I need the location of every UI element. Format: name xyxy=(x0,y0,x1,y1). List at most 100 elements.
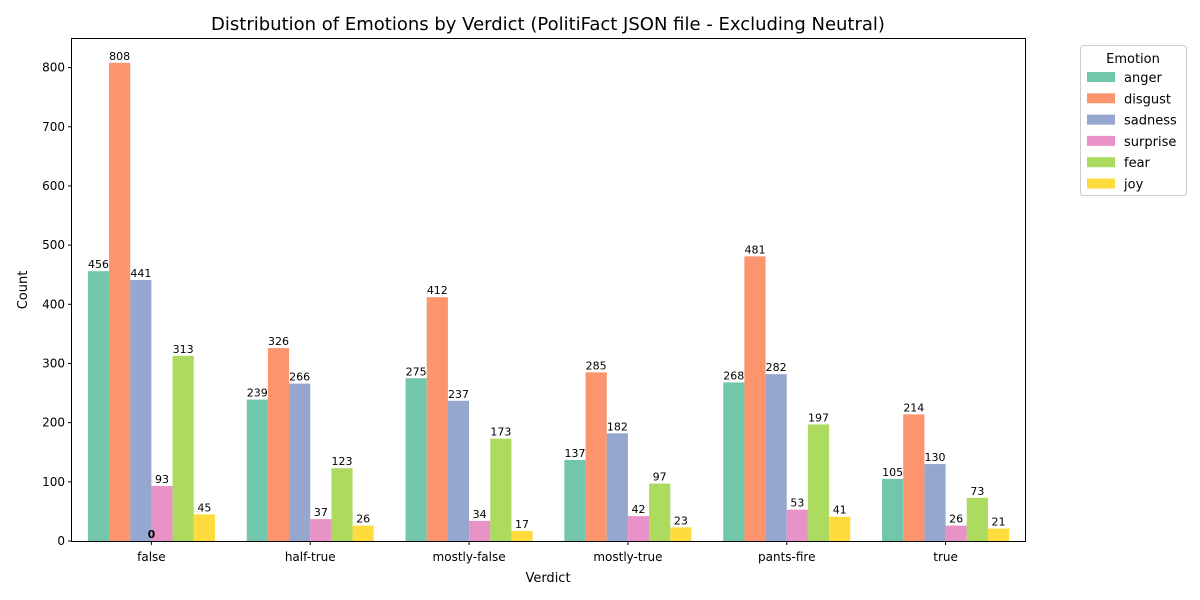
bar-sadness-pants-fire xyxy=(765,374,787,541)
data-label-fear-pants-fire: 197 xyxy=(808,411,829,424)
bar-fear-half-true xyxy=(331,468,353,541)
x-tick-label: pants-fire xyxy=(758,550,815,564)
data-label-joy-pants-fire: 41 xyxy=(833,504,847,517)
data-label-anger-pants-fire: 268 xyxy=(723,369,744,382)
data-label-sadness-mostly-false: 237 xyxy=(448,388,469,401)
data-label-fear-half-true: 123 xyxy=(332,455,353,468)
bar-anger-half-true xyxy=(246,399,268,541)
plot-area: 456 239 275 137 268 105 808 326 412 285 481 214 441 2… xyxy=(87,50,1010,541)
bar-surprise-mostly-false xyxy=(469,520,491,541)
bar-fear-pants-fire xyxy=(807,424,830,541)
bar-anger-false xyxy=(87,271,110,541)
data-label-anger-mostly-false: 275 xyxy=(406,365,427,378)
legend-swatch-sadness xyxy=(1087,114,1115,125)
y-tick-label: 300 xyxy=(42,356,65,370)
legend-title: Emotion xyxy=(1106,52,1160,67)
legend-swatch-joy xyxy=(1087,178,1115,189)
data-label-anger-false: 456 xyxy=(88,258,109,271)
data-label-surprise-mostly-true: 42 xyxy=(632,503,646,516)
data-label-surprise-false: 93 xyxy=(155,473,169,486)
bar-fear-true xyxy=(966,497,988,541)
data-label-fear-false: 313 xyxy=(173,343,194,356)
bar-sadness-true xyxy=(924,464,946,541)
legend-label-fear: fear xyxy=(1124,156,1151,171)
data-label-surprise-pants-fire: 53 xyxy=(790,497,804,510)
bar-fear-mostly-false xyxy=(490,438,512,541)
bar-joy-half-true xyxy=(352,525,374,541)
bar-fear-mostly-true xyxy=(649,483,671,541)
y-axis-label: Count xyxy=(16,271,31,310)
bar-joy-mostly-false xyxy=(511,530,533,541)
x-tick-label: true xyxy=(933,550,958,564)
data-label-joy-half-true: 26 xyxy=(356,513,370,526)
bar-sadness-mostly-false xyxy=(447,400,470,541)
y-tick-label: 700 xyxy=(42,120,65,134)
y-tick-label: 100 xyxy=(42,475,65,489)
bar-joy-true xyxy=(987,528,1010,541)
legend-swatch-fear xyxy=(1087,157,1115,168)
bar-anger-true xyxy=(882,478,904,541)
data-label-disgust-mostly-false: 412 xyxy=(427,284,448,297)
bar-fear-false xyxy=(172,355,194,541)
legend-label-anger: anger xyxy=(1124,71,1162,86)
data-label-sadness-true: 130 xyxy=(924,451,945,464)
x-tick-label: mostly-false xyxy=(433,550,506,564)
legend-swatch-disgust xyxy=(1087,93,1115,104)
data-label-sadness-false: 441 xyxy=(130,267,151,280)
annotation-label: 0 xyxy=(148,528,156,541)
data-label-disgust-true: 214 xyxy=(903,401,924,414)
bar-joy-mostly-true xyxy=(670,527,692,541)
data-label-anger-mostly-true: 137 xyxy=(564,447,585,460)
bar-joy-pants-fire xyxy=(829,516,851,541)
x-axis-label: Verdict xyxy=(525,571,570,586)
data-label-anger-true: 105 xyxy=(882,466,903,479)
data-label-surprise-half-true: 37 xyxy=(314,506,328,519)
data-label-fear-mostly-false: 173 xyxy=(490,426,511,439)
bar-disgust-half-true xyxy=(267,348,290,541)
y-tick-label: 800 xyxy=(42,61,65,75)
data-label-sadness-mostly-true: 182 xyxy=(607,420,628,433)
data-label-disgust-half-true: 326 xyxy=(268,335,289,348)
y-tick-label: 0 xyxy=(57,534,65,548)
legend-label-sadness: sadness xyxy=(1124,114,1177,129)
legend-label-joy: joy xyxy=(1123,178,1144,193)
x-tick-label: mostly-true xyxy=(593,550,662,564)
axes: 0 100 200 300 400 500 600 700 800 false half-true m… xyxy=(42,61,958,564)
data-label-disgust-pants-fire: 481 xyxy=(744,243,765,256)
data-label-fear-true: 73 xyxy=(970,485,984,498)
y-tick-label: 400 xyxy=(42,297,65,311)
y-tick-label: 600 xyxy=(42,179,65,193)
bar-disgust-pants-fire xyxy=(744,256,766,541)
legend-swatch-surprise xyxy=(1087,135,1115,146)
data-label-surprise-mostly-false: 34 xyxy=(473,508,487,521)
bar-anger-mostly-true xyxy=(564,459,586,541)
chart-title: Distribution of Emotions by Verdict (Pol… xyxy=(211,14,885,35)
data-label-sadness-pants-fire: 282 xyxy=(766,361,787,374)
data-label-joy-mostly-false: 17 xyxy=(515,518,529,531)
x-tick-label: half-true xyxy=(285,550,336,564)
data-label-joy-false: 45 xyxy=(197,501,211,514)
bar-surprise-false xyxy=(151,485,173,541)
data-label-sadness-half-true: 266 xyxy=(289,371,310,384)
bar-disgust-true xyxy=(903,414,925,541)
legend-label-disgust: disgust xyxy=(1124,92,1171,107)
bar-surprise-half-true xyxy=(310,519,332,541)
data-label-fear-mostly-true: 97 xyxy=(653,471,667,484)
bar-joy-false xyxy=(193,514,215,541)
plot-frame xyxy=(71,38,1026,542)
bar-sadness-half-true xyxy=(289,383,311,541)
y-tick-label: 200 xyxy=(42,416,65,430)
bar-anger-pants-fire xyxy=(723,382,745,541)
legend: Emotion anger disgust sadness surprise fear j… xyxy=(1080,45,1187,196)
bar-surprise-mostly-true xyxy=(627,516,650,541)
x-tick-label: false xyxy=(137,550,166,564)
y-tick-label: 500 xyxy=(42,238,65,252)
bar-disgust-false xyxy=(109,62,131,541)
bar-sadness-false xyxy=(130,280,152,541)
bar-sadness-mostly-true xyxy=(606,433,628,541)
data-label-disgust-mostly-true: 285 xyxy=(586,359,607,372)
data-label-anger-half-true: 239 xyxy=(247,387,268,400)
bar-surprise-pants-fire xyxy=(786,509,808,541)
data-label-surprise-true: 26 xyxy=(949,513,963,526)
